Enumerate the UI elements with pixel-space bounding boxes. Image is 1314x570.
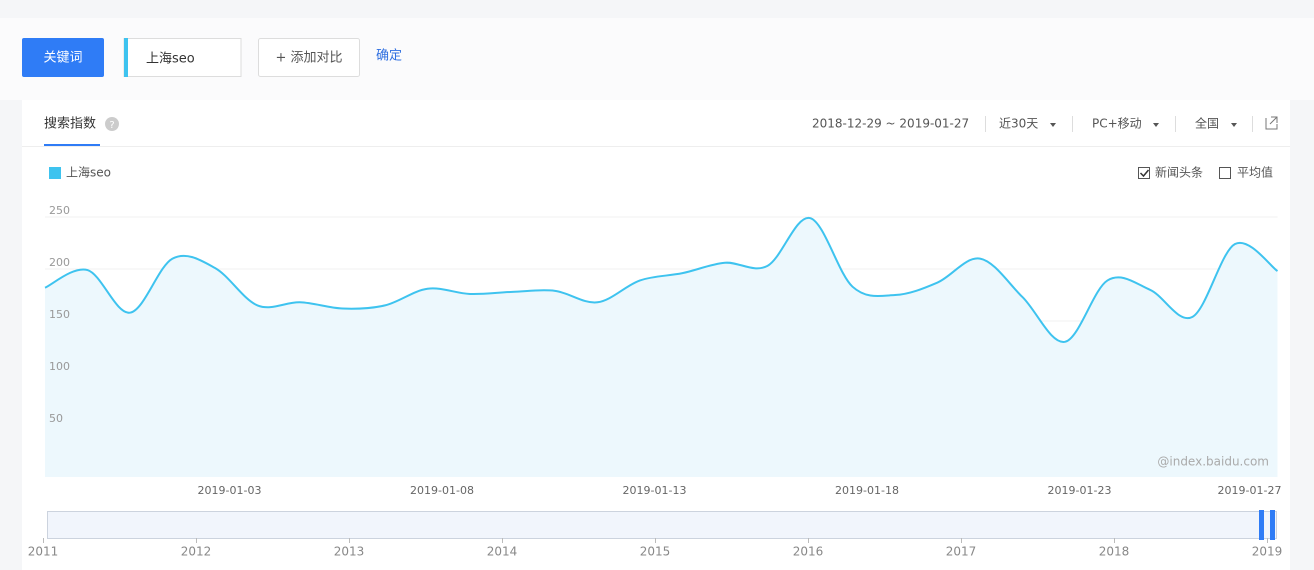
add-compare-button[interactable] bbox=[258, 38, 360, 77]
x-tick-label: 2019-01-18 bbox=[835, 484, 899, 497]
tab-underline bbox=[44, 144, 100, 146]
dropdown-arrow bbox=[1153, 123, 1159, 127]
timeline-year: 2019 bbox=[1252, 545, 1283, 559]
x-tick-label: 2019-01-27 bbox=[1218, 484, 1282, 497]
help-icon[interactable] bbox=[105, 117, 119, 131]
y-tick-label: 100 bbox=[49, 360, 70, 373]
y-tick-label: 250 bbox=[49, 204, 70, 217]
line bbox=[44, 217, 1279, 343]
area bbox=[45, 217, 1278, 478]
add-compare-label[interactable]: + 添加对比 bbox=[275, 51, 342, 66]
help-icon-glyph: ? bbox=[109, 120, 114, 131]
x-tick-label: 2019-01-03 bbox=[198, 484, 262, 497]
dropdown-arrow bbox=[1231, 123, 1237, 127]
date-range[interactable]: 2018-12-29 ~ 2019-01-27 bbox=[812, 117, 969, 131]
device-select[interactable]: PC+移动 bbox=[1092, 117, 1142, 131]
news-option-label[interactable]: 新闻头条 bbox=[1155, 165, 1203, 180]
keyword-button[interactable] bbox=[22, 38, 104, 77]
checkbox[interactable] bbox=[1138, 167, 1150, 179]
x-tick-label: 2019-01-13 bbox=[623, 484, 687, 497]
region-select[interactable]: 全国 bbox=[1195, 116, 1219, 131]
input-color-bar bbox=[124, 38, 128, 77]
checkbox[interactable] bbox=[1219, 167, 1231, 179]
period-select[interactable]: 近30天 bbox=[999, 117, 1038, 131]
y-tick-label: 150 bbox=[49, 308, 70, 321]
tab-search-index[interactable]: 搜索指数 bbox=[44, 117, 96, 132]
timeline-year: 2015 bbox=[640, 545, 671, 559]
y-tick-label: 50 bbox=[49, 412, 63, 425]
average-option-label[interactable]: 平均值 bbox=[1237, 165, 1273, 180]
timeline-year: 2014 bbox=[487, 545, 518, 559]
x-tick-label: 2019-01-08 bbox=[410, 484, 474, 497]
legend-label: 上海seo bbox=[66, 165, 111, 180]
slider-handle[interactable] bbox=[1270, 510, 1275, 540]
source-watermark: @index.baidu.com bbox=[1157, 455, 1269, 469]
export-icon[interactable] bbox=[1265, 116, 1278, 130]
timeline-year: 2016 bbox=[793, 545, 824, 559]
dropdown-arrow bbox=[1050, 123, 1056, 127]
checkmark bbox=[1139, 169, 1150, 178]
news-option[interactable]: 新闻头条 bbox=[1138, 165, 1204, 180]
timeline-year: 2012 bbox=[181, 545, 212, 559]
keyword-button-label[interactable]: 关键词 bbox=[43, 51, 82, 66]
legend-swatch bbox=[49, 167, 61, 179]
x-tick-label: 2019-01-23 bbox=[1048, 484, 1112, 497]
timeline-year: 2011 bbox=[28, 545, 59, 559]
timeline-slider[interactable] bbox=[47, 511, 1277, 539]
timeline-year: 2017 bbox=[946, 545, 977, 559]
keyword-input[interactable] bbox=[123, 38, 242, 77]
keyword-input-text[interactable]: 上海seo bbox=[146, 52, 195, 67]
confirm-link[interactable]: 确定 bbox=[376, 49, 402, 64]
timeline-year: 2018 bbox=[1099, 545, 1130, 559]
slider-handle[interactable] bbox=[1259, 510, 1264, 540]
y-tick-label: 200 bbox=[49, 256, 70, 269]
timeline-year: 2013 bbox=[334, 545, 365, 559]
